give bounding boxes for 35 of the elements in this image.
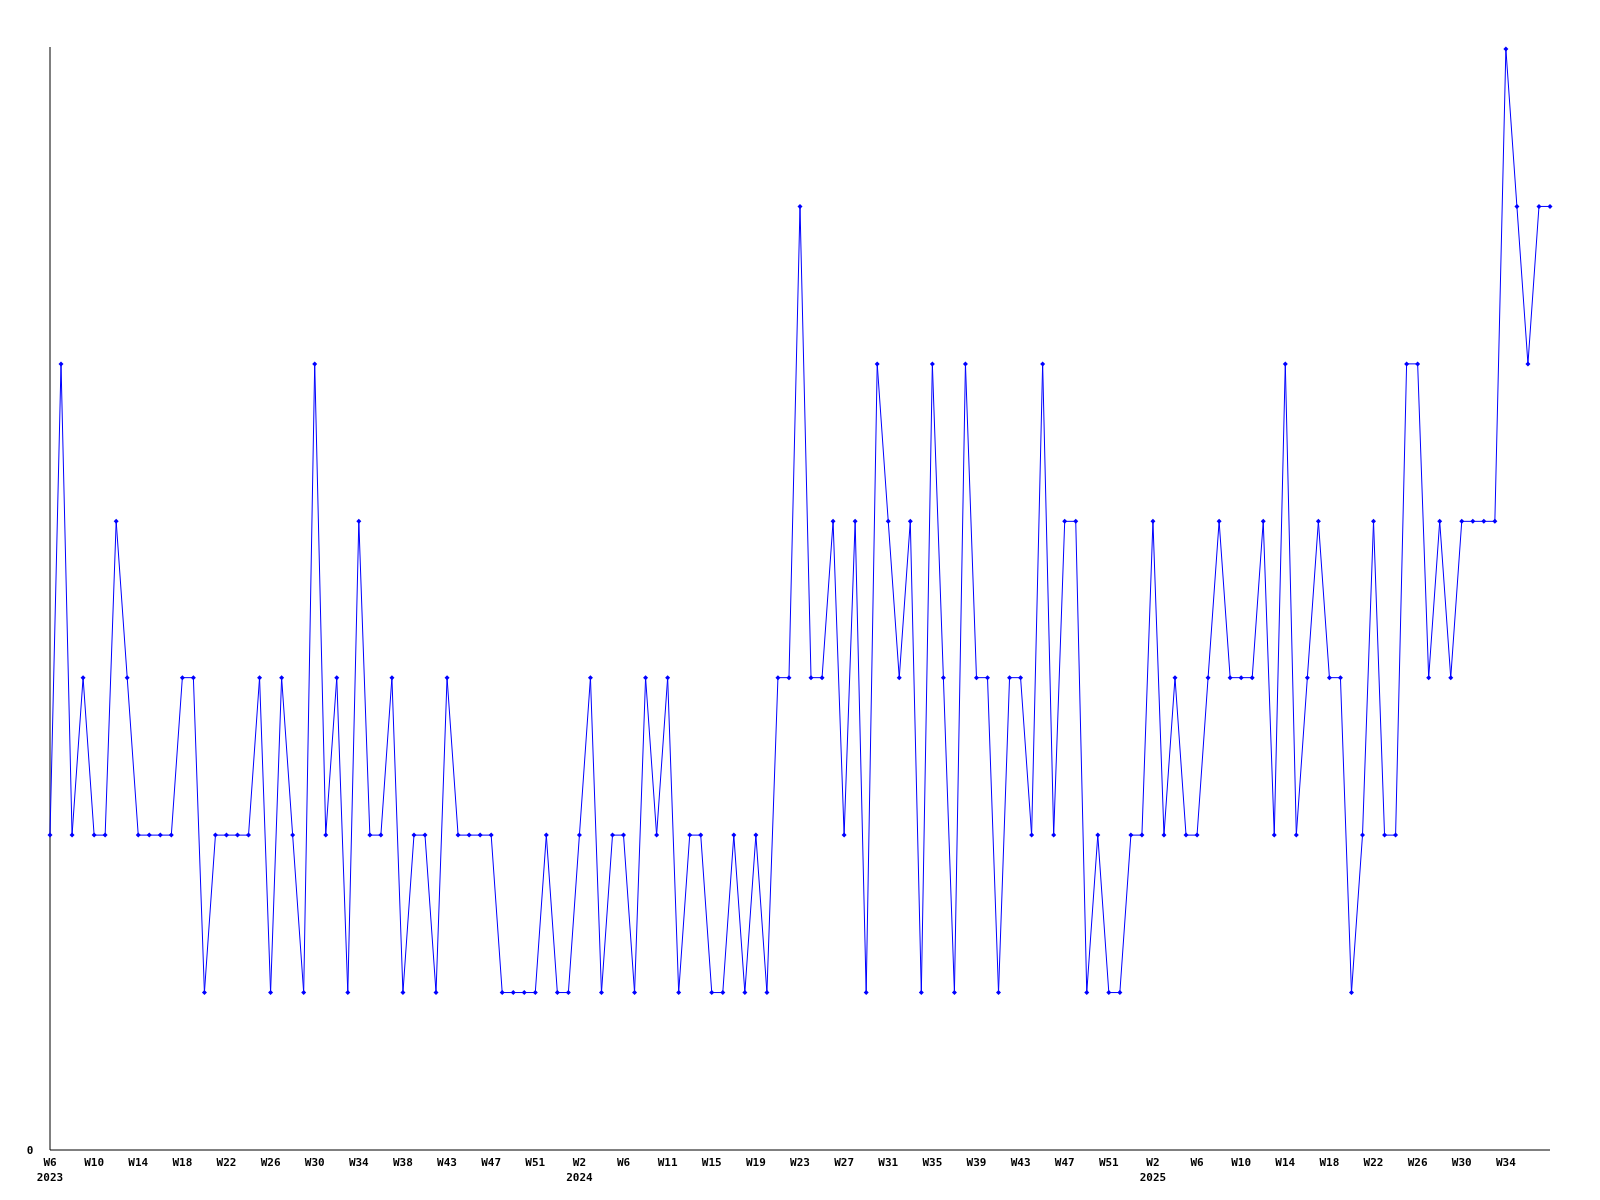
x-tick-label: W30 bbox=[1451, 1156, 1472, 1169]
x-tick-label: W47 bbox=[1054, 1156, 1075, 1169]
x-tick-label: W38 bbox=[393, 1156, 413, 1169]
x-tick-label: W30 bbox=[304, 1156, 325, 1169]
x-tick-label: W15 bbox=[701, 1156, 722, 1169]
x-tick-label: W18 bbox=[1319, 1156, 1340, 1169]
x-tick-label: W51 bbox=[525, 1156, 546, 1169]
x-tick-label: W35 bbox=[922, 1156, 943, 1169]
x-tick-label: W6 2023 bbox=[36, 1156, 64, 1184]
x-tick-label: W10 bbox=[84, 1156, 105, 1169]
x-tick-label: W31 bbox=[878, 1156, 899, 1169]
x-tick-label: W23 bbox=[790, 1156, 810, 1169]
x-tick-label: W22 bbox=[1363, 1156, 1384, 1169]
x-tick-label: W34 bbox=[1495, 1156, 1517, 1169]
x-tick-label: W10 bbox=[1231, 1156, 1252, 1169]
x-tick-label: W27 bbox=[834, 1156, 855, 1169]
x-tick-label: W26 bbox=[260, 1156, 281, 1169]
x-tick-label: W14 bbox=[128, 1156, 149, 1169]
x-tick-label: W34 bbox=[348, 1156, 370, 1169]
x-tick-label: W14 bbox=[1275, 1156, 1296, 1169]
x-tick-label: W51 bbox=[1098, 1156, 1120, 1169]
x-tick-label: W43 bbox=[1010, 1156, 1031, 1169]
x-tick-label: W39 bbox=[966, 1156, 987, 1169]
x-tick-label: W6 bbox=[1190, 1156, 1205, 1169]
x-tick-label: W47 bbox=[481, 1156, 502, 1169]
x-tick-label: W2 2024 bbox=[566, 1156, 594, 1184]
x-tick-label: W19 bbox=[745, 1156, 766, 1169]
x-tick-label: W2 2025 bbox=[1139, 1156, 1167, 1184]
x-tick-label: W22 bbox=[216, 1156, 237, 1169]
x-tick-label: W6 bbox=[616, 1156, 631, 1169]
x-tick-label: W26 bbox=[1407, 1156, 1428, 1169]
text: 0 bbox=[26, 1144, 34, 1157]
x-tick-label: W43 bbox=[437, 1156, 457, 1169]
x-tick-label: W18 bbox=[172, 1156, 193, 1169]
x-tick-label: W11 bbox=[657, 1156, 678, 1169]
